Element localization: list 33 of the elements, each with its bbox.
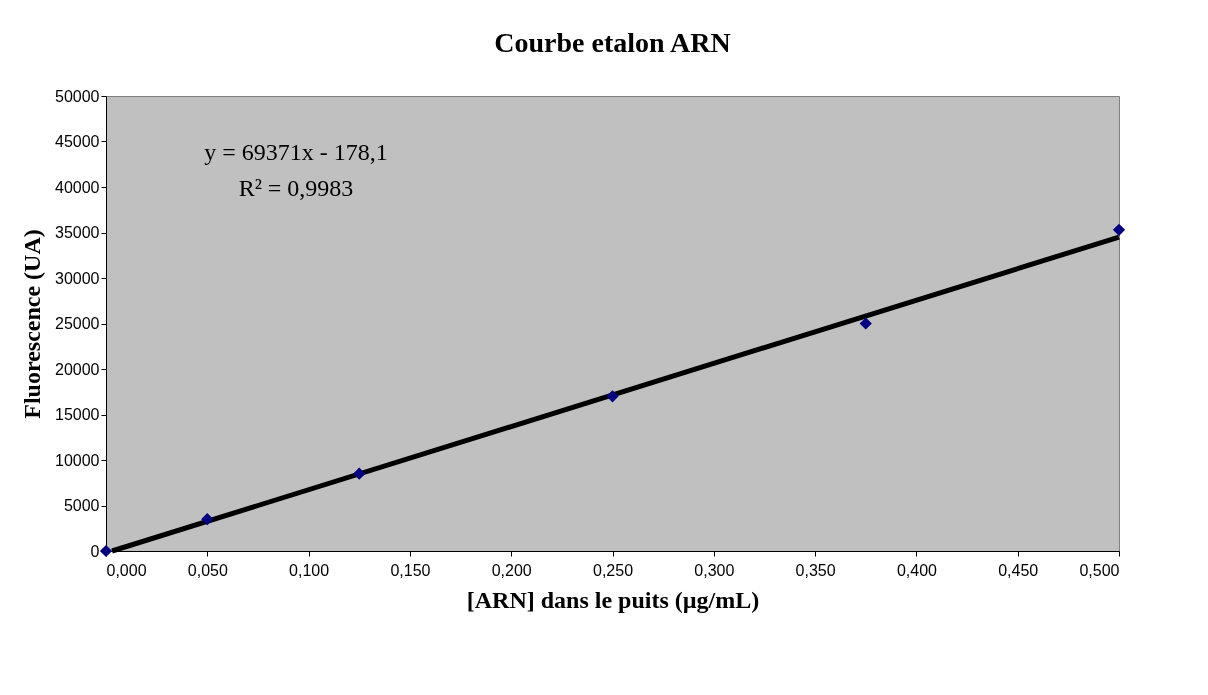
x-tick-label: 0,450 bbox=[998, 561, 1039, 579]
annotation: y = 69371x - 178,1 bbox=[204, 139, 388, 165]
y-tick-label: 15000 bbox=[55, 406, 100, 423]
x-tick-label: 0,000 bbox=[106, 561, 147, 579]
point bbox=[99, 544, 113, 558]
x-tick-label: 0,400 bbox=[896, 561, 938, 579]
y-tick-label: 0 bbox=[90, 542, 100, 560]
x-tick-label: 0,250 bbox=[592, 561, 634, 579]
x-tick-label: 0,300 bbox=[694, 561, 735, 579]
x-tick-label: 0,100 bbox=[289, 561, 330, 579]
y-tick-label: 40000 bbox=[55, 178, 100, 196]
x-tick-label: 0,050 bbox=[187, 561, 228, 579]
y-tick-label: 35000 bbox=[55, 224, 100, 241]
point bbox=[353, 467, 366, 480]
x-tick-label: 0,500 bbox=[1079, 561, 1120, 579]
y-tick-label: 10000 bbox=[55, 451, 100, 469]
x-tick-label: 0,150 bbox=[390, 561, 431, 579]
point bbox=[1112, 223, 1126, 236]
annotation: R² = 0,9983 bbox=[238, 175, 354, 201]
x-axis-title: [ARN] dans le puits (µg/mL) bbox=[466, 586, 760, 613]
x-tick-label: 0,200 bbox=[491, 561, 532, 579]
y-tick-label: 45000 bbox=[55, 133, 100, 150]
point bbox=[859, 317, 872, 330]
x-tick-label: 0,350 bbox=[795, 561, 836, 579]
y-tick-label: 20000 bbox=[55, 360, 100, 378]
y-tick-label: 30000 bbox=[55, 269, 100, 287]
chart-title: Courbe etalon ARN bbox=[494, 27, 731, 58]
point bbox=[606, 390, 619, 403]
y-tick-label: 25000 bbox=[55, 315, 100, 332]
y-axis-title: Fluorescence (UA) bbox=[19, 229, 46, 419]
y-tick-label: 5000 bbox=[63, 497, 100, 514]
y-tick-label: 50000 bbox=[55, 87, 100, 105]
point bbox=[201, 513, 214, 526]
